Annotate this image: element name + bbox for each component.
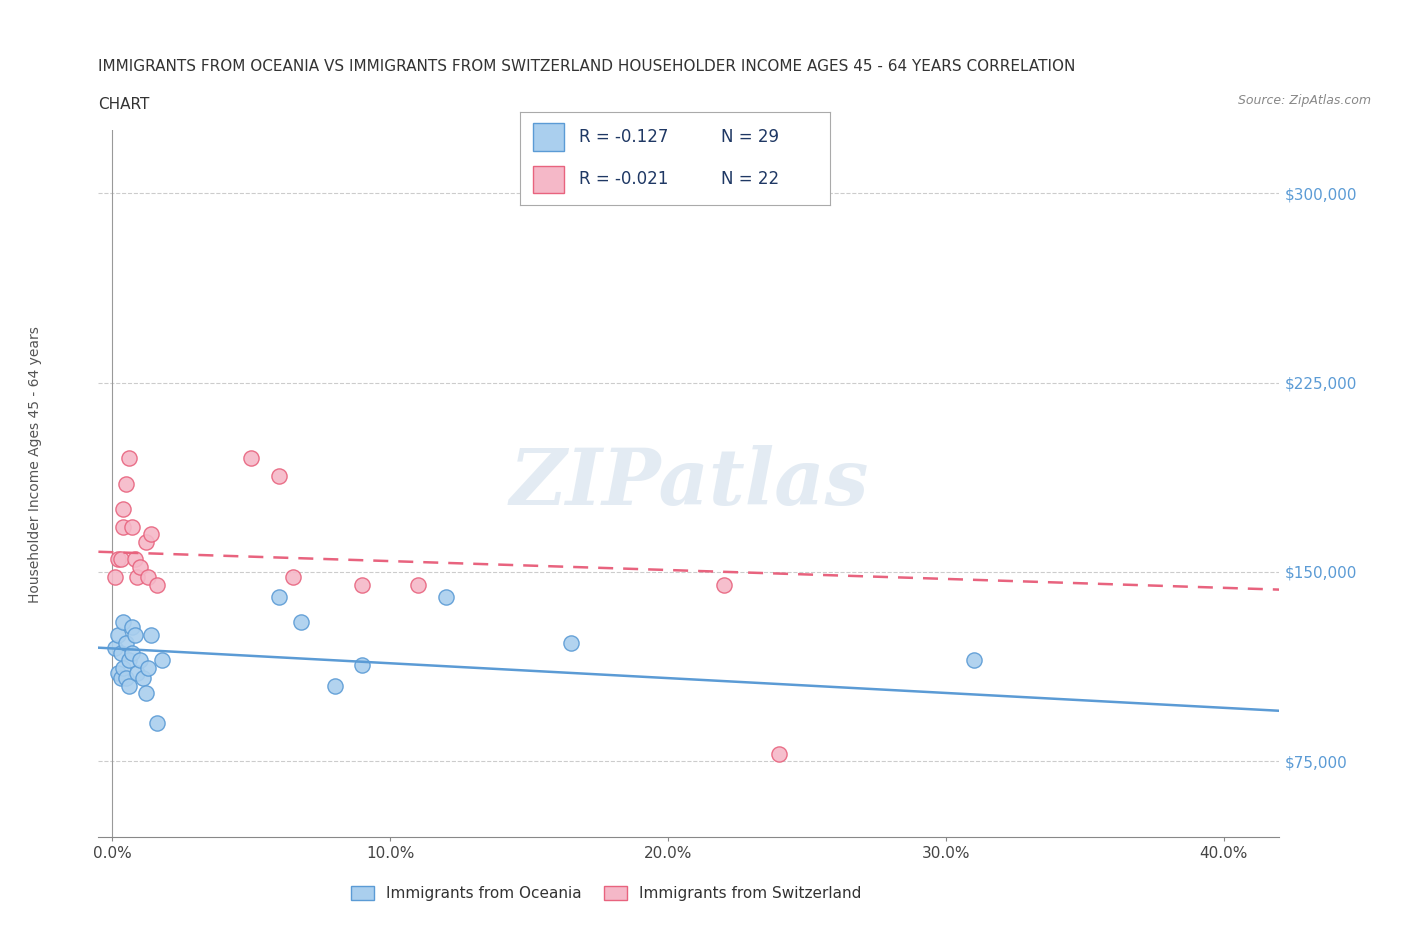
Point (132, 671, 155, 685)
Point (112, 519, 135, 534)
Text: IMMIGRANTS FROM OCEANIA VS IMMIGRANTS FROM SWITZERLAND HOUSEHOLDER INCOME AGES 4: IMMIGRANTS FROM OCEANIA VS IMMIGRANTS FR… (98, 60, 1076, 74)
Point (281, 569, 304, 584)
Point (150, 653, 173, 668)
Point (115, 671, 138, 685)
Point (141, 526, 163, 541)
Point (104, 569, 127, 584)
Point (112, 615, 135, 630)
Legend: Immigrants from Oceania, Immigrants from Switzerland: Immigrants from Oceania, Immigrants from… (344, 880, 868, 907)
Point (138, 569, 160, 584)
Point (138, 660, 160, 675)
Point (118, 678, 141, 693)
Point (141, 628, 163, 643)
Point (110, 645, 132, 660)
Point (240, 451, 263, 466)
Point (118, 451, 141, 466)
Point (107, 628, 129, 643)
Point (267, 590, 290, 604)
Point (434, 590, 457, 604)
Point (118, 653, 141, 668)
Text: Source: ZipAtlas.com: Source: ZipAtlas.com (1237, 94, 1371, 107)
Point (121, 620, 143, 635)
Point (406, 578, 429, 592)
Point (124, 551, 146, 566)
Point (104, 640, 127, 655)
Point (352, 578, 374, 592)
Point (121, 645, 143, 660)
Point (107, 551, 129, 566)
Point (267, 469, 290, 484)
Text: R = -0.127: R = -0.127 (579, 127, 668, 146)
Text: R = -0.021: R = -0.021 (579, 170, 668, 189)
Point (110, 551, 132, 566)
Point (290, 615, 312, 630)
Point (146, 578, 169, 592)
Point (121, 519, 143, 534)
Point (112, 660, 135, 675)
Point (129, 653, 152, 668)
Point (713, 578, 735, 592)
Point (115, 635, 138, 650)
Text: N = 29: N = 29 (721, 127, 779, 146)
Point (560, 635, 582, 650)
Point (110, 671, 132, 685)
Point (129, 560, 152, 575)
FancyBboxPatch shape (533, 123, 564, 151)
Point (115, 476, 138, 491)
Point (768, 746, 790, 761)
Point (127, 666, 149, 681)
Point (107, 666, 129, 681)
Point (323, 678, 346, 693)
Point (352, 658, 374, 672)
Point (146, 716, 169, 731)
Text: ZIPatlas: ZIPatlas (509, 445, 869, 522)
Point (963, 653, 986, 668)
Point (112, 501, 135, 516)
Text: Householder Income Ages 45 - 64 years: Householder Income Ages 45 - 64 years (28, 326, 42, 604)
Text: N = 22: N = 22 (721, 170, 779, 189)
Point (135, 685, 157, 700)
Text: CHART: CHART (98, 97, 150, 112)
Point (124, 628, 146, 643)
Point (127, 569, 149, 584)
Point (135, 534, 157, 549)
FancyBboxPatch shape (533, 166, 564, 193)
